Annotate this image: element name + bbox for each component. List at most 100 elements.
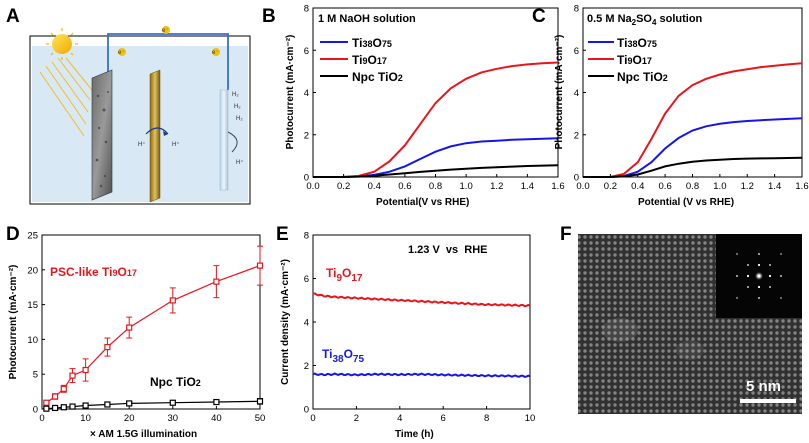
legend-label-npc-tio2: Npc TiO2 bbox=[352, 70, 403, 84]
panel-label-e: E bbox=[276, 224, 289, 245]
data-point bbox=[51, 404, 59, 412]
chart-e: 1.23 V vs RHE Ti9O17 Ti38O75 Time (h) Cu… bbox=[280, 231, 535, 441]
data-point bbox=[60, 404, 67, 411]
data-point bbox=[104, 401, 111, 408]
x-tick-label: 1.4 bbox=[768, 181, 781, 192]
contrast-patch bbox=[676, 340, 704, 360]
x-tick-label: 1.2 bbox=[741, 181, 754, 192]
data-point bbox=[51, 393, 59, 400]
x-tick-label: 1.4 bbox=[521, 181, 534, 192]
y-tick-label: 8 bbox=[304, 231, 309, 242]
x-tick-label: 1.0 bbox=[713, 181, 726, 192]
ylabel-c: Photocurrent (mA·cm⁻²) bbox=[554, 35, 565, 150]
external-circuit-wire bbox=[107, 33, 229, 90]
data-point bbox=[104, 343, 111, 351]
chart-b: 1 M NaOH solution Ti38O75 Ti9O17 Npc TiO… bbox=[285, 4, 565, 209]
series-line-ti38o75 bbox=[583, 117, 803, 178]
series-label-ti38o75-e: Ti38O75 bbox=[322, 347, 364, 365]
ylabel-e: Current density (mA·cm⁻²) bbox=[280, 259, 291, 385]
panel-label-f: F bbox=[560, 224, 572, 245]
anode-texture bbox=[95, 91, 109, 188]
annotation-e: 1.23 V vs RHE bbox=[408, 244, 488, 256]
hydrogen-evolution-arrow bbox=[227, 131, 238, 153]
fft-spots bbox=[736, 253, 782, 299]
data-point bbox=[169, 297, 176, 304]
legend-b: Ti38O75 Ti9O17 Npc TiO2 bbox=[320, 36, 403, 84]
electron-label: e⁻ bbox=[162, 28, 169, 34]
data-point bbox=[60, 385, 67, 392]
y-tick-label: 6 bbox=[574, 46, 579, 57]
photoanode bbox=[91, 69, 113, 201]
data-point bbox=[256, 398, 264, 405]
x-tick-label: 1.0 bbox=[460, 181, 473, 192]
x-tick-label: 0 bbox=[39, 413, 44, 424]
proton-label: H⁺ bbox=[138, 141, 146, 148]
y-tick-label: 2 bbox=[304, 361, 309, 372]
legend-label-ti9o17: Ti9O17 bbox=[617, 53, 652, 67]
annotation-c: 0.5 M Na2SO4 solution bbox=[587, 13, 703, 27]
y-tick-label: 6 bbox=[304, 274, 309, 285]
data-point bbox=[43, 405, 50, 412]
series-line-npc-tio2 bbox=[583, 156, 803, 178]
x-tick-label: 4 bbox=[397, 413, 402, 424]
data-point bbox=[213, 398, 220, 406]
x-tick-label: 8 bbox=[484, 413, 489, 424]
cathode bbox=[219, 89, 229, 191]
data-point bbox=[69, 372, 76, 379]
y-tick-label: 25 bbox=[27, 231, 38, 242]
x-tick-label: 0.6 bbox=[398, 181, 411, 192]
data-point bbox=[82, 402, 89, 409]
x-tick-label: 20 bbox=[124, 413, 135, 424]
y-tick-label: 8 bbox=[304, 4, 309, 15]
legend-label-npc-tio2: Npc TiO2 bbox=[617, 70, 668, 84]
stem-micrograph: 5 nm bbox=[578, 234, 802, 414]
y-tick-label: 20 bbox=[27, 265, 38, 276]
x-tick-label: 0.8 bbox=[686, 181, 699, 192]
data-point bbox=[213, 278, 220, 285]
x-tick-label: 0.4 bbox=[631, 181, 644, 192]
x-tick-label: 40 bbox=[211, 413, 222, 424]
x-tick-label: 10 bbox=[525, 413, 536, 424]
xlabel-d: × AM 1.5G illumination bbox=[90, 429, 197, 440]
hydrogen-label: H₂ bbox=[234, 104, 241, 110]
separator-membrane bbox=[149, 69, 161, 203]
y-tick-label: 8 bbox=[574, 4, 579, 15]
x-tick-label: 0.8 bbox=[429, 181, 442, 192]
ylabel-b: Photocurrent (mA·cm⁻²) bbox=[285, 35, 296, 150]
hydrogen-label: H₂ bbox=[236, 116, 243, 122]
x-tick-label: 1.2 bbox=[490, 181, 503, 192]
x-tick-label: 0.0 bbox=[576, 181, 589, 192]
data-point bbox=[169, 399, 176, 406]
series-label-ti9o17-e: Ti9O17 bbox=[326, 266, 363, 284]
legend-label-ti38o75: Ti38O75 bbox=[617, 36, 657, 50]
pec-schematic: e⁻ e⁻ e⁻ H⁺ H⁺ H⁺ H₂ H₂ H₂ bbox=[29, 26, 251, 205]
y-tick-label: 5 bbox=[33, 370, 38, 381]
proton-arrow-head bbox=[163, 131, 168, 136]
x-tick-label: 2 bbox=[354, 413, 359, 424]
series-line-ti9o17 bbox=[313, 61, 559, 178]
sun-icon bbox=[46, 28, 78, 60]
x-tick-label: 6 bbox=[441, 413, 446, 424]
electrons: e⁻ e⁻ e⁻ bbox=[118, 26, 220, 56]
y-tick-label: 0 bbox=[33, 405, 38, 416]
hydrogen-label: H₂ bbox=[232, 92, 239, 98]
data-point bbox=[126, 400, 133, 407]
ylabel-d: Photocurrent (mA·cm⁻²) bbox=[8, 265, 19, 380]
legend-c: Ti38O75 Ti9O17 Npc TiO2 bbox=[588, 36, 668, 84]
xlabel-b: Potential(V vs RHE) bbox=[376, 197, 469, 208]
x-tick-label: 0.2 bbox=[604, 181, 617, 192]
proton-flow-arrow bbox=[145, 127, 169, 135]
x-tick-label: 0.2 bbox=[337, 181, 350, 192]
series-line-ti38o75 bbox=[312, 372, 531, 378]
y-tick-label: 15 bbox=[27, 300, 38, 311]
series-line-ti9o17 bbox=[312, 292, 531, 308]
x-tick-label: 0.4 bbox=[368, 181, 381, 192]
legend-label-ti38o75: Ti38O75 bbox=[352, 36, 392, 50]
series-line-ti9o17 bbox=[583, 62, 803, 178]
contrast-patch bbox=[602, 318, 638, 342]
x-tick-label: 0.0 bbox=[306, 181, 319, 192]
electrolyte bbox=[32, 38, 248, 202]
plot-frame-c bbox=[582, 7, 803, 178]
series-line-npc-tio2 bbox=[313, 164, 559, 178]
proton-label: H⁺ bbox=[236, 159, 244, 166]
